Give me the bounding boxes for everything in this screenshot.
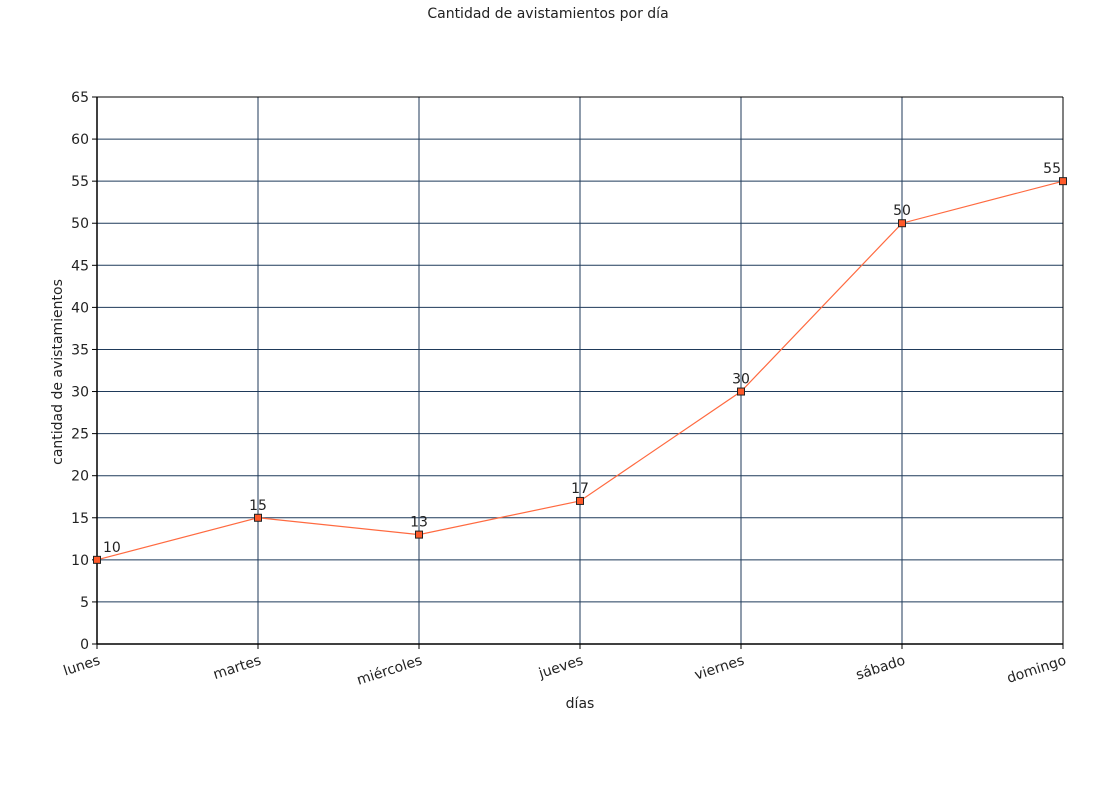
y-tick-label: 20 [71,469,89,485]
x-tick-label: sábado [854,653,907,684]
y-tick-label: 50 [71,216,89,232]
y-tick-label: 65 [71,90,89,106]
y-tick-label: 45 [71,258,89,274]
y-tick-label: 10 [71,553,89,569]
x-tick-label: lunes [62,653,103,680]
data-point [254,513,262,522]
data-labels: 10 15 13 17 30 50 55 [103,161,1061,556]
x-tick-label: viernes [693,653,747,684]
y-tick-label: 35 [71,342,89,358]
y-axis-ticks: 0 5 10 15 20 25 30 35 40 45 50 55 60 65 [71,90,97,653]
y-tick-label: 30 [71,385,89,401]
data-label: 30 [732,372,750,388]
x-axis-ticks: lunes martes miércoles jueves viernes sábado d… [62,644,1068,689]
data-label: 50 [893,203,911,219]
x-tick-label: jueves [536,653,585,683]
y-tick-label: 15 [71,511,89,527]
data-label: 10 [103,540,121,556]
data-point [415,530,423,539]
data-point [1059,177,1067,186]
data-label: 13 [410,515,428,531]
data-point [576,496,584,505]
y-tick-label: 55 [71,174,89,190]
x-tick-label: miércoles [355,653,424,689]
data-label: 17 [571,481,589,497]
data-point [93,555,101,564]
chart-title: Cantidad de avistamientos por día [427,6,668,22]
y-tick-label: 40 [71,300,89,316]
y-tick-label: 0 [80,637,89,653]
y-tick-label: 5 [80,595,89,611]
grid-lines [96,96,1064,645]
data-point [737,387,745,396]
data-label: 55 [1043,161,1061,177]
x-axis-label: días [566,696,595,712]
x-tick-label: domingo [1005,653,1068,687]
y-tick-label: 25 [71,427,89,443]
data-point [898,219,906,228]
x-tick-label: martes [211,653,263,683]
data-label: 15 [249,498,267,514]
series-group [93,177,1067,564]
y-tick-label: 60 [71,132,89,148]
y-axis-label: cantidad de avistamientos [50,279,66,465]
